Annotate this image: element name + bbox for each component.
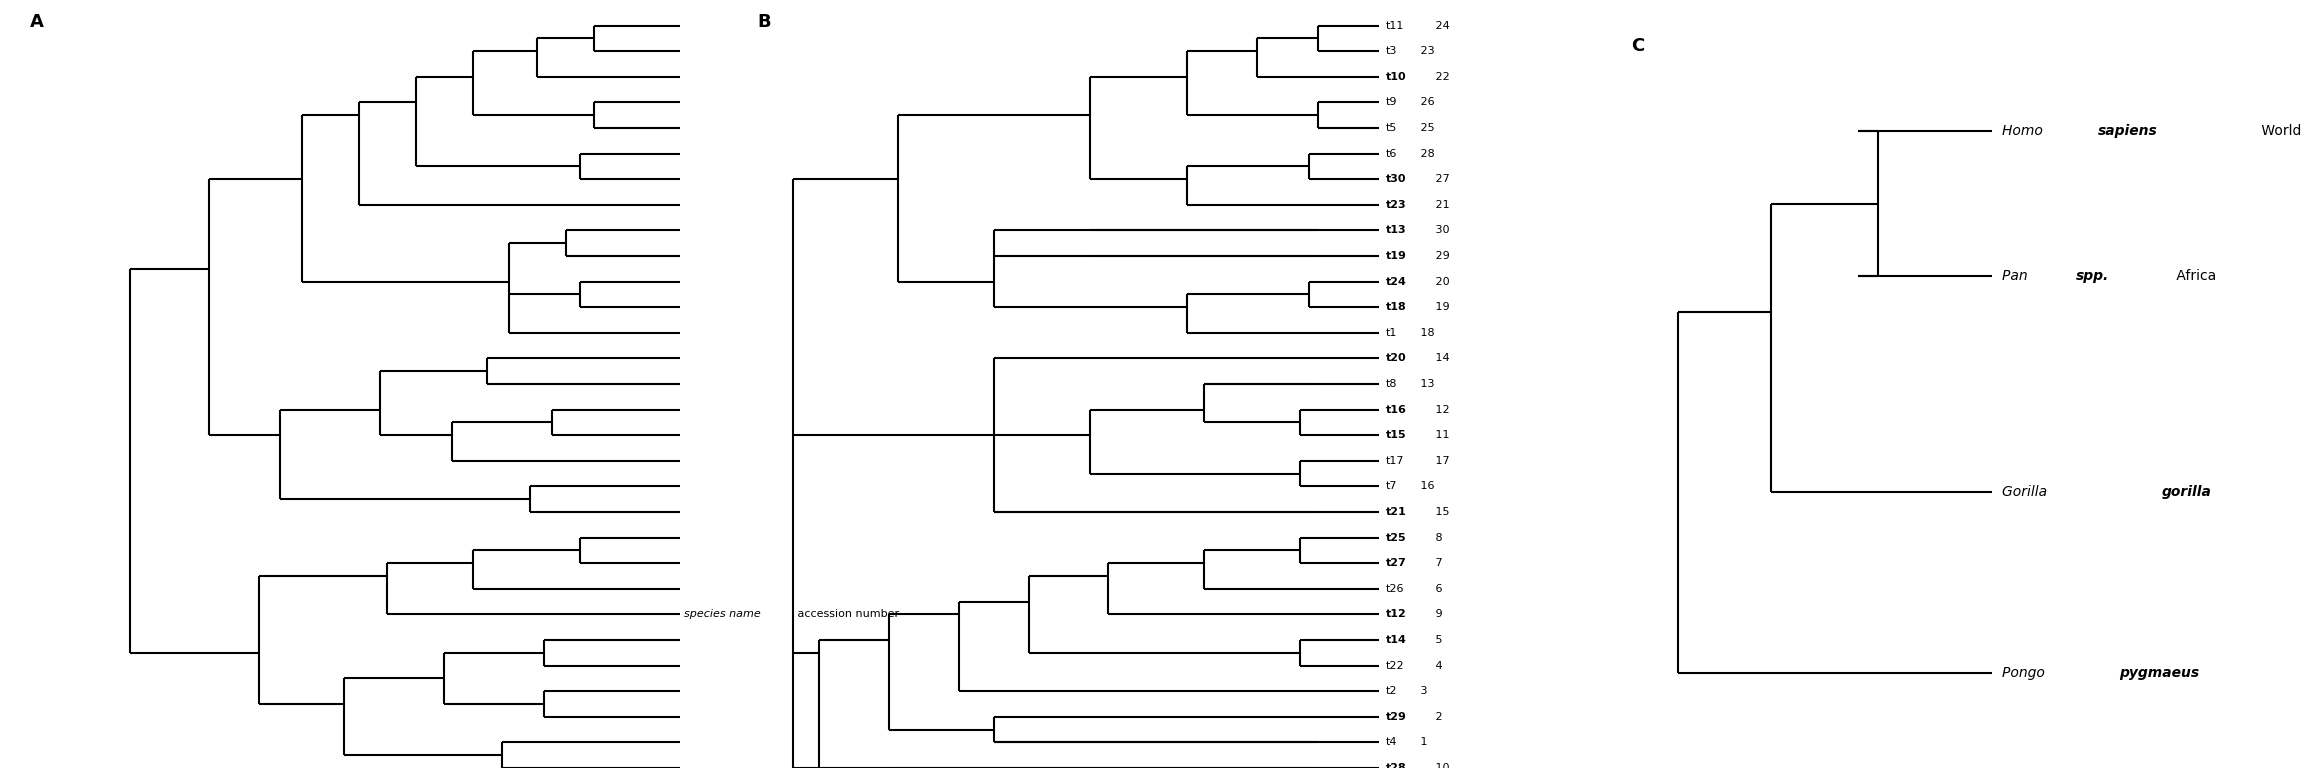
Text: t5: t5	[1387, 123, 1399, 133]
Text: t8: t8	[1387, 379, 1399, 389]
Text: Homo: Homo	[2002, 124, 2046, 138]
Text: t11: t11	[1387, 21, 1405, 31]
Text: 25: 25	[1417, 123, 1435, 133]
Text: 27: 27	[1433, 174, 1449, 184]
Text: t15: t15	[1387, 430, 1408, 440]
Text: t1: t1	[1387, 328, 1399, 338]
Text: 29: 29	[1433, 251, 1449, 261]
Text: 7: 7	[1433, 558, 1442, 568]
Text: t24: t24	[1387, 276, 1408, 286]
Text: Asia: Asia	[2299, 666, 2304, 680]
Text: sapiens: sapiens	[2097, 124, 2157, 138]
Text: Gorilla: Gorilla	[2002, 485, 2051, 499]
Text: 16: 16	[1417, 482, 1435, 492]
Text: t30: t30	[1387, 174, 1408, 184]
Text: 14: 14	[1433, 353, 1449, 363]
Text: 17: 17	[1433, 455, 1449, 466]
Text: t19: t19	[1387, 251, 1408, 261]
Text: 21: 21	[1433, 200, 1449, 210]
Text: species name: species name	[684, 609, 760, 620]
Text: 6: 6	[1433, 584, 1442, 594]
Text: 12: 12	[1433, 405, 1449, 415]
Text: 19: 19	[1433, 302, 1449, 313]
Text: 22: 22	[1433, 71, 1449, 82]
Text: t21: t21	[1387, 507, 1408, 517]
Text: 10: 10	[1433, 763, 1449, 768]
Text: B: B	[758, 13, 772, 31]
Text: t4: t4	[1387, 737, 1399, 747]
Text: 26: 26	[1417, 98, 1435, 108]
Text: t9: t9	[1387, 98, 1399, 108]
Text: 15: 15	[1433, 507, 1449, 517]
Text: t18: t18	[1387, 302, 1408, 313]
Text: t13: t13	[1387, 225, 1408, 236]
Text: t16: t16	[1387, 405, 1408, 415]
Text: 13: 13	[1417, 379, 1435, 389]
Text: 20: 20	[1433, 276, 1449, 286]
Text: t29: t29	[1387, 712, 1408, 722]
Text: World: World	[2258, 124, 2302, 138]
Text: t14: t14	[1387, 635, 1408, 645]
Text: 1: 1	[1417, 737, 1426, 747]
Text: t20: t20	[1387, 353, 1408, 363]
Text: t7: t7	[1387, 482, 1399, 492]
Text: gorilla: gorilla	[2161, 485, 2212, 499]
Text: t26: t26	[1387, 584, 1405, 594]
Text: t27: t27	[1387, 558, 1408, 568]
Text: t22: t22	[1387, 660, 1405, 670]
Text: t28: t28	[1387, 763, 1408, 768]
Text: 11: 11	[1433, 430, 1449, 440]
Text: 9: 9	[1433, 609, 1442, 620]
Text: Pongo: Pongo	[2002, 666, 2048, 680]
Text: t3: t3	[1387, 46, 1399, 56]
Text: Africa: Africa	[2173, 269, 2216, 283]
Text: 3: 3	[1417, 686, 1426, 697]
Text: t10: t10	[1387, 71, 1408, 82]
Text: 5: 5	[1433, 635, 1442, 645]
Text: 4: 4	[1433, 660, 1442, 670]
Text: A: A	[30, 13, 44, 31]
Text: 23: 23	[1417, 46, 1435, 56]
Text: t12: t12	[1387, 609, 1408, 620]
Text: accession number: accession number	[795, 609, 899, 620]
Text: t23: t23	[1387, 200, 1408, 210]
Text: pygmaeus: pygmaeus	[2120, 666, 2198, 680]
Text: Pan: Pan	[2002, 269, 2030, 283]
Text: 28: 28	[1417, 148, 1435, 159]
Text: t2: t2	[1387, 686, 1399, 697]
Text: 24: 24	[1433, 21, 1449, 31]
Text: spp.: spp.	[2076, 269, 2108, 283]
Text: t6: t6	[1387, 148, 1399, 159]
Text: 8: 8	[1433, 532, 1442, 543]
Text: C: C	[1631, 38, 1645, 55]
Text: 18: 18	[1417, 328, 1435, 338]
Text: 30: 30	[1433, 225, 1449, 236]
Text: t17: t17	[1387, 455, 1405, 466]
Text: 2: 2	[1433, 712, 1442, 722]
Text: t25: t25	[1387, 532, 1408, 543]
